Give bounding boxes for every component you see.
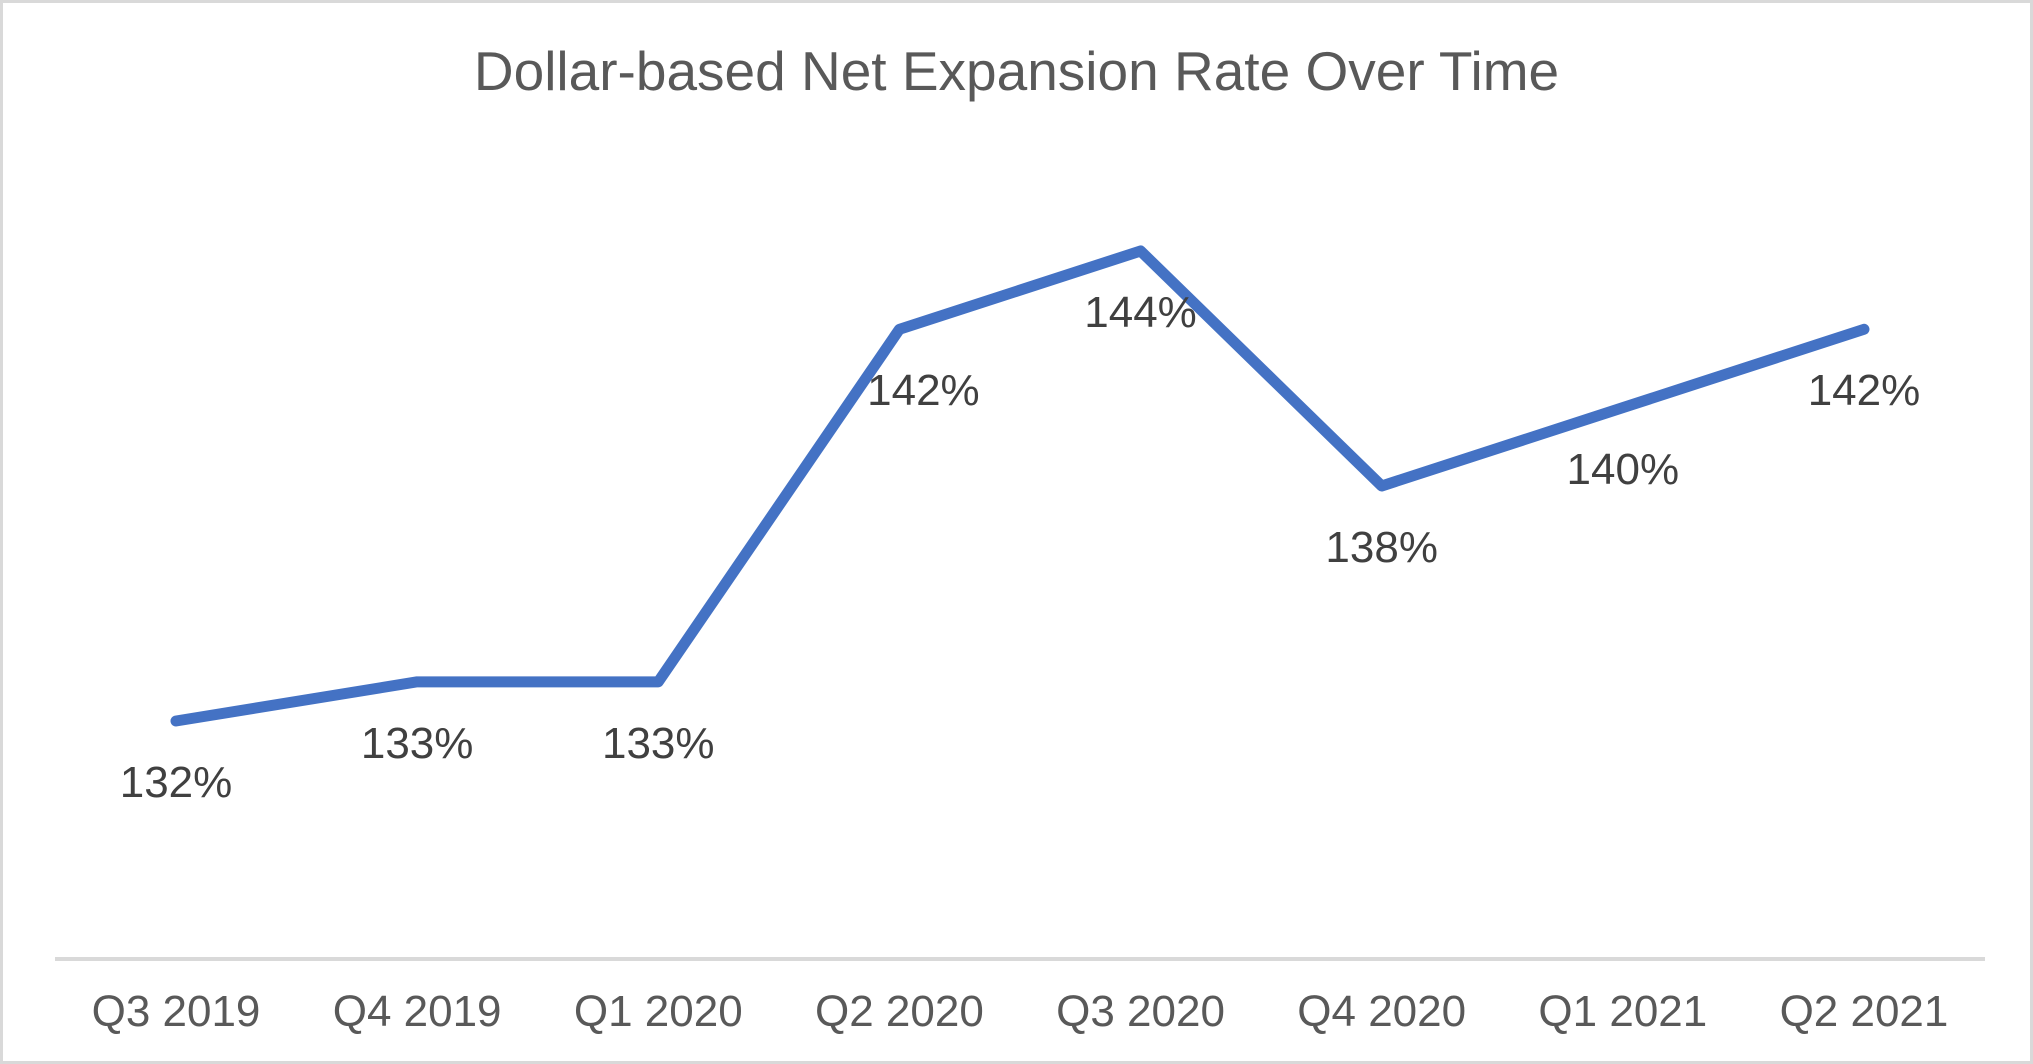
data-label: 140% [1566,444,1680,494]
data-label: 133% [360,718,474,768]
x-axis-label: Q4 2019 [332,987,502,1036]
line-plot [55,245,1985,961]
data-label: 133% [601,718,715,768]
series-line [170,245,1870,727]
x-axis-label: Q2 2020 [815,987,984,1036]
data-label: 142% [1807,366,1921,416]
x-axis-label: Q1 2020 [573,987,743,1036]
data-label: 138% [1325,522,1438,572]
chart-title: Dollar-based Net Expansion Rate Over Tim… [473,40,1560,102]
x-axis-label: Q3 2019 [91,987,261,1036]
x-axis-label: Q3 2020 [1056,987,1225,1036]
x-axis-label: Q2 2021 [1779,987,1949,1036]
data-label: 144% [1084,287,1197,337]
x-axis-label: Q1 2021 [1538,987,1708,1036]
data-label: 142% [867,366,980,416]
x-axis-label: Q4 2020 [1297,987,1467,1036]
data-label: 132% [119,758,233,807]
